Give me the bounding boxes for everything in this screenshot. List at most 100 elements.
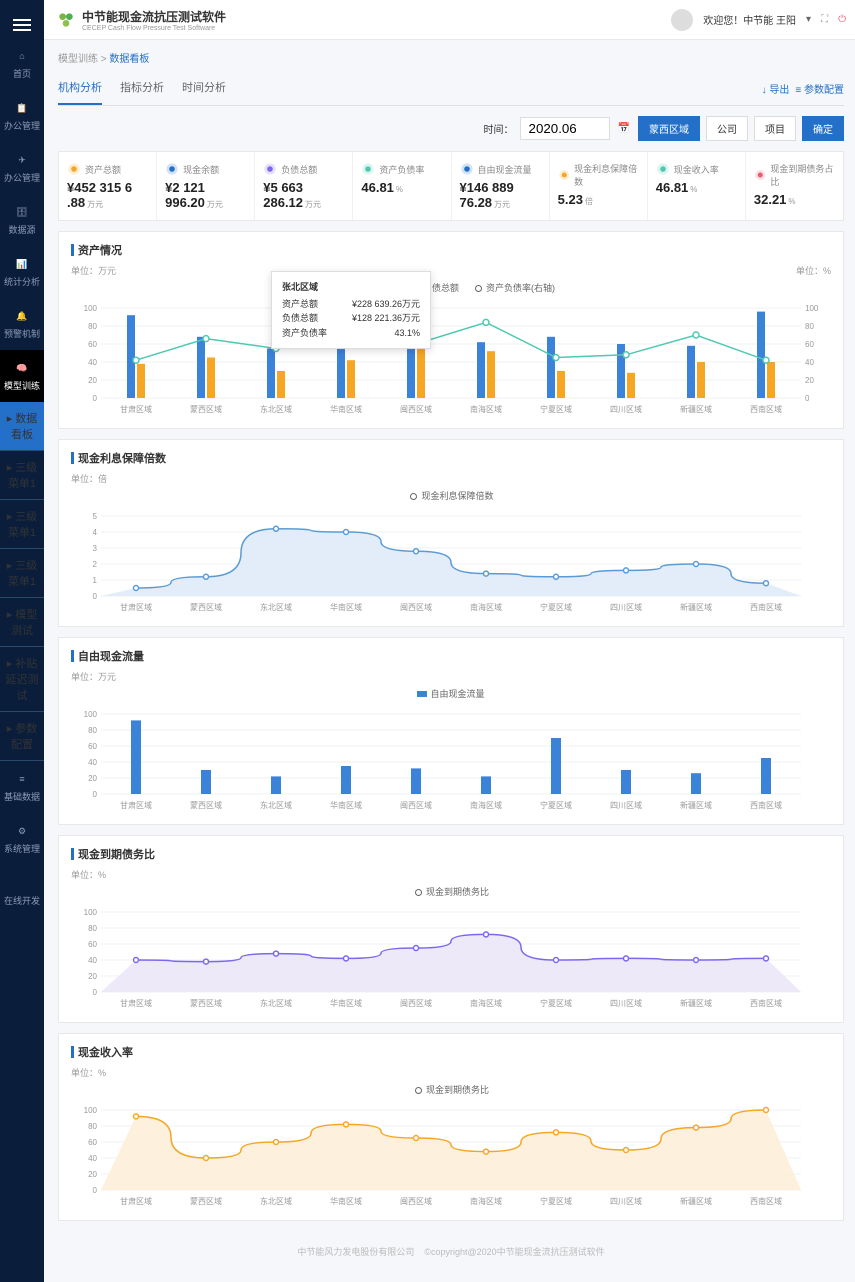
svg-text:四川区域: 四川区域 — [610, 800, 642, 810]
submenu-三级菜单1[interactable]: ▸ 三级菜单1 — [0, 451, 44, 500]
svg-text:甘肃区域: 甘肃区域 — [120, 1196, 152, 1206]
scope-company[interactable]: 公司 — [706, 116, 748, 141]
nav-系统管理[interactable]: ⚙系统管理 — [0, 813, 44, 865]
avatar[interactable] — [671, 9, 693, 31]
kpi-资产总额: 资产总额¥452 315 6 .88万元 — [59, 152, 157, 220]
tab-指标分析[interactable]: 指标分析 — [120, 71, 164, 105]
nav-预警机制[interactable]: 🔔预警机制 — [0, 298, 44, 350]
svg-text:宁夏区域: 宁夏区域 — [540, 1196, 572, 1206]
svg-text:20: 20 — [88, 972, 97, 981]
nav-模型训练[interactable]: 🧠模型训练 — [0, 350, 44, 402]
svg-text:东北区域: 东北区域 — [260, 800, 292, 810]
svg-text:东北区域: 东北区域 — [260, 998, 292, 1008]
chart1-title: 资产情况 — [71, 242, 831, 258]
svg-text:100: 100 — [84, 1106, 98, 1115]
svg-text:新疆区域: 新疆区域 — [680, 800, 712, 810]
svg-text:60: 60 — [805, 340, 814, 349]
svg-text:南海区域: 南海区域 — [470, 404, 502, 414]
svg-text:5: 5 — [93, 512, 98, 521]
submenu-参数配置[interactable]: ▸ 参数配置 — [0, 712, 44, 761]
breadcrumb-parent[interactable]: 模型训练 — [58, 54, 98, 65]
svg-text:东北区域: 东北区域 — [260, 404, 292, 414]
svg-text:0: 0 — [93, 790, 98, 799]
svg-text:40: 40 — [88, 758, 97, 767]
svg-text:2: 2 — [93, 560, 98, 569]
submenu-数据看板[interactable]: ▸ 数据看板 — [0, 402, 44, 451]
chart3-legend: 自由现金流量 — [430, 687, 484, 700]
svg-text:东北区域: 东北区域 — [260, 602, 292, 612]
svg-text:80: 80 — [88, 322, 97, 331]
svg-text:0: 0 — [93, 394, 98, 403]
svg-text:甘肃区域: 甘肃区域 — [120, 602, 152, 612]
svg-text:0: 0 — [93, 1186, 98, 1195]
nav-首页[interactable]: ⌂首页 — [0, 38, 44, 90]
svg-text:华南区域: 华南区域 — [330, 1196, 362, 1206]
submenu-补贴延迟测试[interactable]: ▸ 补贴延迟测试 — [0, 647, 44, 712]
tab-时间分析[interactable]: 时间分析 — [182, 71, 226, 105]
submenu-三级菜单1[interactable]: ▸ 三级菜单1 — [0, 500, 44, 549]
svg-text:100: 100 — [84, 710, 98, 719]
svg-text:南海区域: 南海区域 — [470, 602, 502, 612]
region-pill[interactable]: 蒙西区域 — [638, 116, 700, 141]
svg-text:新疆区域: 新疆区域 — [680, 404, 712, 414]
svg-text:宁夏区域: 宁夏区域 — [540, 800, 572, 810]
tabs: 机构分析指标分析时间分析 — [58, 71, 226, 105]
nav-办公管理[interactable]: ✈办公管理 — [0, 142, 44, 194]
svg-text:甘肃区域: 甘肃区域 — [120, 800, 152, 810]
svg-text:0: 0 — [805, 394, 810, 403]
submenu-模型测试[interactable]: ▸ 模型测试 — [0, 598, 44, 647]
svg-text:西南区域: 西南区域 — [750, 1196, 782, 1206]
chart4-legend: 现金到期债务比 — [426, 885, 489, 898]
chart2-legend: 现金利息保障倍数 — [421, 489, 493, 502]
svg-text:宁夏区域: 宁夏区域 — [540, 998, 572, 1008]
svg-text:100: 100 — [805, 304, 819, 313]
svg-text:四川区域: 四川区域 — [610, 1196, 642, 1206]
expand-icon[interactable]: ⛶ — [821, 14, 828, 25]
svg-text:3: 3 — [93, 544, 98, 553]
footer-left: 中节能风力发电股份有限公司 — [297, 1247, 414, 1257]
svg-text:蒙西区域: 蒙西区域 — [190, 602, 222, 612]
svg-text:华南区域: 华南区域 — [330, 800, 362, 810]
submenu-三级菜单1[interactable]: ▸ 三级菜单1 — [0, 549, 44, 598]
svg-text:蒙西区域: 蒙西区域 — [190, 1196, 222, 1206]
nav-在线开发[interactable]: 在线开发 — [0, 865, 44, 917]
hamburger-icon[interactable] — [13, 16, 31, 30]
scope-project[interactable]: 项目 — [754, 116, 796, 141]
chart-tooltip: 张北区域 资产总额¥228 639.26万元负债总额¥128 221.36万元资… — [271, 271, 431, 349]
nav-办公管理[interactable]: 📋办公管理 — [0, 90, 44, 142]
chart4-svg: 020406080100甘肃区域蒙西区域东北区域华南区域闽西区域南海区域宁夏区域… — [71, 902, 831, 1012]
kpi-现金利息保障倍数: 现金利息保障倍数5.23倍 — [550, 152, 648, 220]
svg-text:80: 80 — [805, 322, 814, 331]
svg-text:新疆区域: 新疆区域 — [680, 602, 712, 612]
svg-text:80: 80 — [88, 1122, 97, 1131]
chart5-card: 现金收入率 单位：% 现金到期债务比 020406080100甘肃区域蒙西区域东… — [58, 1033, 844, 1221]
svg-text:西南区域: 西南区域 — [750, 998, 782, 1008]
svg-text:闽西区域: 闽西区域 — [400, 602, 432, 612]
app-title: 中节能现金流抗压测试软件 — [82, 8, 226, 25]
svg-text:20: 20 — [805, 376, 814, 385]
config-link[interactable]: ≡ 参数配置 — [795, 81, 844, 96]
chart1-svg: 020406080100020406080100甘肃区域蒙西区域东北区域华南区域… — [71, 298, 831, 418]
nav-统计分析[interactable]: 📊统计分析 — [0, 246, 44, 298]
topbar: 中节能现金流抗压测试软件 CECEP Cash Flow Pressure Te… — [44, 0, 855, 40]
svg-text:东北区域: 东北区域 — [260, 1196, 292, 1206]
date-input[interactable] — [520, 117, 610, 140]
svg-text:40: 40 — [88, 1154, 97, 1163]
svg-text:华南区域: 华南区域 — [330, 404, 362, 414]
chart3-svg: 020406080100甘肃区域蒙西区域东北区域华南区域闽西区域南海区域宁夏区域… — [71, 704, 831, 814]
confirm-button[interactable]: 确定 — [802, 116, 844, 141]
logout-icon[interactable]: ⏻ — [838, 14, 846, 25]
svg-text:四川区域: 四川区域 — [610, 602, 642, 612]
svg-text:40: 40 — [805, 358, 814, 367]
nav-数据源[interactable]: 🗄数据源 — [0, 194, 44, 246]
kpi-负债总额: 负债总额¥5 663 286.12万元 — [255, 152, 353, 220]
chart3-card: 自由现金流量 单位：万元 自由现金流量 020406080100甘肃区域蒙西区域… — [58, 637, 844, 825]
svg-text:60: 60 — [88, 340, 97, 349]
svg-text:南海区域: 南海区域 — [470, 998, 502, 1008]
tab-机构分析[interactable]: 机构分析 — [58, 71, 102, 105]
kpi-现金收入率: 现金收入率46.81% — [648, 152, 746, 220]
export-link[interactable]: ↓ 导出 — [762, 81, 790, 96]
nav-基础数据[interactable]: ≡基础数据 — [0, 761, 44, 813]
logo-icon — [56, 10, 76, 30]
kpi-现金到期债务占比: 现金到期债务占比32.21% — [746, 152, 843, 220]
